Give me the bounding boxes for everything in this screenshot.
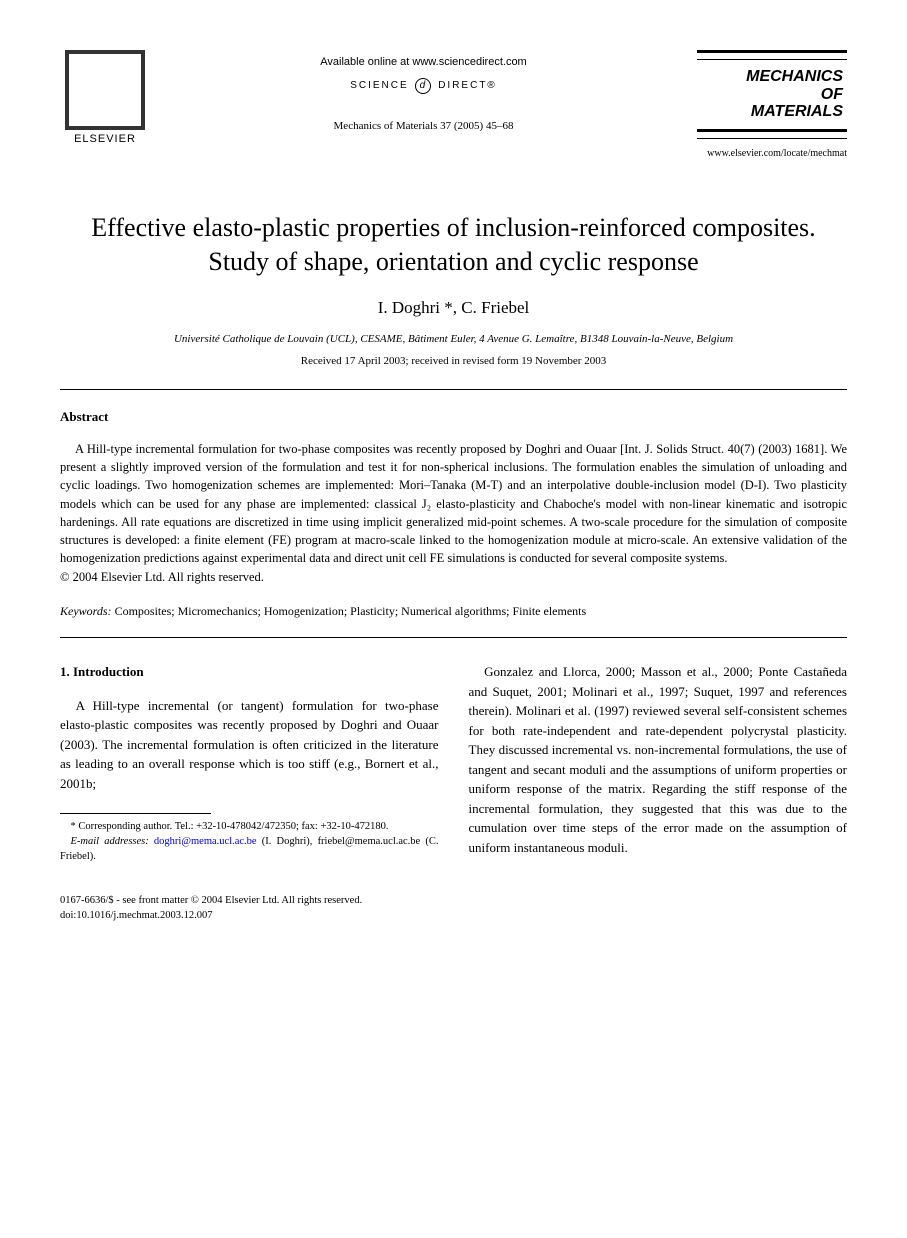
sd-word2: DIRECT® bbox=[438, 80, 497, 91]
divider bbox=[60, 637, 847, 638]
intro-paragraph-right: Gonzalez and Llorca, 2000; Masson et al.… bbox=[469, 662, 848, 857]
received-dates: Received 17 April 2003; received in revi… bbox=[60, 354, 847, 369]
publisher-name: ELSEVIER bbox=[60, 132, 150, 147]
title-block: Effective elasto-plastic properties of i… bbox=[60, 211, 847, 369]
header-bar: ELSEVIER Available online at www.science… bbox=[60, 50, 847, 161]
right-column: Gonzalez and Llorca, 2000; Masson et al.… bbox=[469, 662, 848, 864]
email-name-1: (I. Doghri), bbox=[262, 836, 313, 847]
journal-title-box: MECHANICS OF MATERIALS www.elsevier.com/… bbox=[697, 50, 847, 161]
corresponding-author-footnote: * Corresponding author. Tel.: +32-10-478… bbox=[60, 820, 439, 835]
email-link-1[interactable]: doghri@mema.ucl.ac.be bbox=[154, 836, 257, 847]
email-link-2: friebel@mema.ucl.ac.be bbox=[318, 836, 421, 847]
intro-paragraph-left: A Hill-type incremental (or tangent) for… bbox=[60, 696, 439, 794]
body-columns: 1. Introduction A Hill-type incremental … bbox=[60, 662, 847, 864]
abstract-copyright: © 2004 Elsevier Ltd. All rights reserved… bbox=[60, 569, 847, 587]
journal-reference: Mechanics of Materials 37 (2005) 45–68 bbox=[150, 119, 697, 134]
paper-title: Effective elasto-plastic properties of i… bbox=[60, 211, 847, 279]
keywords-text: Composites; Micromechanics; Homogenizati… bbox=[115, 604, 587, 618]
affiliation: Université Catholique de Louvain (UCL), … bbox=[60, 332, 847, 347]
journal-name-line3: MATERIALS bbox=[701, 103, 843, 121]
center-header: Available online at www.sciencedirect.co… bbox=[150, 50, 697, 135]
footer-info: 0167-6636/$ - see front matter © 2004 El… bbox=[60, 894, 847, 923]
email-label: E-mail addresses: bbox=[71, 836, 149, 847]
publisher-logo: ELSEVIER bbox=[60, 50, 150, 147]
issn-line: 0167-6636/$ - see front matter © 2004 El… bbox=[60, 894, 847, 909]
elsevier-tree-icon bbox=[65, 50, 145, 130]
keywords-line: Keywords: Composites; Micromechanics; Ho… bbox=[60, 603, 847, 620]
journal-url: www.elsevier.com/locate/mechmat bbox=[697, 147, 847, 161]
journal-name-line1: MECHANICS bbox=[701, 68, 843, 86]
journal-name-line2: OF bbox=[701, 86, 843, 104]
at-icon: d bbox=[415, 78, 431, 94]
divider bbox=[60, 389, 847, 390]
doi-line: doi:10.1016/j.mechmat.2003.12.007 bbox=[60, 909, 847, 924]
left-column: 1. Introduction A Hill-type incremental … bbox=[60, 662, 439, 864]
abstract-text: A Hill-type incremental formulation for … bbox=[60, 440, 847, 567]
keywords-label: Keywords: bbox=[60, 604, 112, 618]
sd-word1: SCIENCE bbox=[350, 80, 408, 91]
abstract-heading: Abstract bbox=[60, 408, 847, 426]
authors: I. Doghri *, C. Friebel bbox=[60, 296, 847, 320]
available-online-text: Available online at www.sciencedirect.co… bbox=[150, 55, 697, 70]
footnote-divider bbox=[60, 813, 211, 814]
email-footnote: E-mail addresses: doghri@mema.ucl.ac.be … bbox=[60, 835, 439, 864]
science-direct-logo: SCIENCE d DIRECT® bbox=[150, 78, 697, 94]
introduction-heading: 1. Introduction bbox=[60, 662, 439, 682]
